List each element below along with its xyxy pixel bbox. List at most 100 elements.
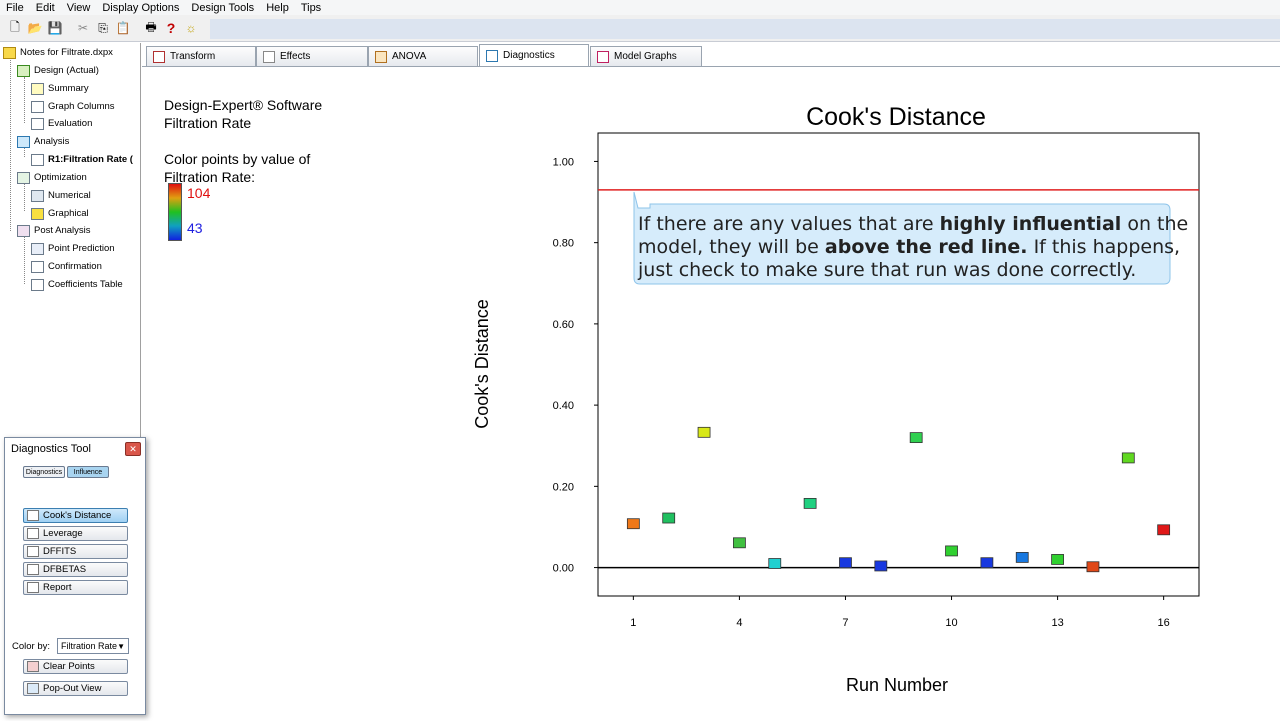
data-point[interactable] xyxy=(1086,561,1100,573)
menu-tips[interactable]: Tips xyxy=(300,1,322,14)
data-point[interactable] xyxy=(1015,552,1029,563)
dfbetas-button[interactable]: DFBETAS xyxy=(23,562,128,577)
menu-file[interactable]: File xyxy=(6,1,24,14)
tree-graphical[interactable]: Graphical xyxy=(31,205,89,222)
leverage-button[interactable]: Leverage xyxy=(23,526,128,541)
data-point[interactable] xyxy=(1121,452,1135,464)
menu-edit[interactable]: Edit xyxy=(35,1,55,14)
tree-graph-columns[interactable]: Graph Columns xyxy=(31,98,115,115)
x-axis: 1 4 7 10 13 16 xyxy=(630,596,1170,629)
tab-transform[interactable]: Transform xyxy=(146,46,256,66)
open-icon[interactable]: 📂 xyxy=(27,21,43,35)
diagnostics-tool-window: Diagnostics Tool ✕ Diagnostics Influence… xyxy=(4,437,146,715)
tree-numerical[interactable]: Numerical xyxy=(31,187,91,204)
clear-points-icon xyxy=(27,661,39,672)
toolbar: 🗋 📂 💾 ✂ ⎘ 📋 🖶 ? ☼ xyxy=(0,15,1280,42)
x-tick-label: 1 xyxy=(630,617,636,629)
tab-diagnostics[interactable]: Diagnostics xyxy=(479,44,589,66)
cut-icon[interactable]: ✂ xyxy=(77,21,89,35)
diagnostics-subtab[interactable]: Diagnostics xyxy=(23,466,65,478)
data-point[interactable] xyxy=(1157,524,1171,536)
data-point[interactable] xyxy=(697,426,711,438)
x-tick-label: 16 xyxy=(1158,617,1170,629)
menu-help[interactable]: Help xyxy=(266,1,289,14)
color-legend-response: Filtration Rate: xyxy=(164,169,256,185)
y-tick-label: 0.60 xyxy=(553,319,574,331)
model-graphs-icon xyxy=(597,50,609,63)
influence-subtab[interactable]: Influence xyxy=(67,466,109,478)
callout-box xyxy=(633,191,1171,285)
clear-points-button[interactable]: Clear Points xyxy=(23,659,128,674)
report-button[interactable]: Report xyxy=(23,580,128,595)
chevron-down-icon: ▼ xyxy=(117,642,125,651)
y-tick-label: 1.00 xyxy=(553,156,574,168)
data-point[interactable] xyxy=(874,560,888,572)
tree-design[interactable]: Design (Actual) xyxy=(17,62,99,79)
tab-anova[interactable]: ANOVA xyxy=(368,46,478,66)
color-scale-bar xyxy=(168,183,182,241)
callout-line-3: just check to make sure that run was don… xyxy=(637,259,1136,281)
menu-display-options[interactable]: Display Options xyxy=(102,1,180,14)
tab-strip: Transform Effects ANOVA Diagnostics Mode… xyxy=(142,44,1280,66)
tree-root[interactable]: Notes for Filtrate.dxpx xyxy=(3,44,113,61)
color-scale-low: 43 xyxy=(187,220,203,236)
help-icon[interactable]: ? xyxy=(166,20,176,36)
data-point[interactable] xyxy=(626,518,640,530)
data-point[interactable] xyxy=(803,497,817,509)
coefficients-table-icon xyxy=(31,278,44,291)
tip-icon[interactable]: ☼ xyxy=(185,21,197,35)
data-point[interactable] xyxy=(980,557,994,569)
tree-analysis[interactable]: Analysis xyxy=(17,133,69,150)
tree-optimization[interactable]: Optimization xyxy=(17,169,87,186)
copy-icon[interactable]: ⎘ xyxy=(98,20,108,35)
confirmation-icon xyxy=(31,260,44,273)
save-icon[interactable]: 💾 xyxy=(47,21,63,35)
y-tick-label: 0.40 xyxy=(553,400,574,412)
x-tick-label: 4 xyxy=(736,617,742,629)
data-point[interactable] xyxy=(768,558,782,569)
close-icon[interactable]: ✕ xyxy=(125,442,141,456)
response-icon xyxy=(31,153,44,166)
data-point[interactable] xyxy=(1051,554,1064,565)
cooks-distance-icon xyxy=(27,510,39,521)
new-icon[interactable]: 🗋 xyxy=(10,19,20,34)
data-point[interactable] xyxy=(839,557,852,569)
tab-model-graphs[interactable]: Model Graphs xyxy=(590,46,702,66)
color-by-select[interactable]: Filtration Rate ▼ xyxy=(57,638,129,654)
tree-post-analysis[interactable]: Post Analysis xyxy=(17,222,91,239)
analysis-icon xyxy=(17,135,30,148)
data-point[interactable] xyxy=(945,545,958,557)
paste-icon[interactable]: 📋 xyxy=(115,21,131,35)
numerical-icon xyxy=(31,189,44,202)
chart-title: Cook's Distance xyxy=(806,103,986,131)
data-point[interactable] xyxy=(733,537,746,549)
print-icon[interactable]: 🖶 xyxy=(145,19,157,34)
toolbar-blank-area xyxy=(210,19,1280,39)
data-point[interactable] xyxy=(662,512,676,524)
cooks-distance-chart: Cook's Distance 0.00 0.20 0.40 0.60 0.80 1.00… xyxy=(472,103,1200,695)
response-name: Filtration Rate xyxy=(164,115,252,131)
graph-info: Design-Expert® Software Filtration Rate … xyxy=(164,96,322,186)
dffits-button[interactable]: DFFITS xyxy=(23,544,128,559)
summary-icon xyxy=(31,82,44,95)
tree-summary[interactable]: Summary xyxy=(31,80,89,97)
menu-view[interactable]: View xyxy=(66,1,91,14)
callout-line-1: If there are any values that are highly … xyxy=(638,213,1188,235)
y-tick-label: 0.20 xyxy=(553,481,574,493)
data-point[interactable] xyxy=(909,432,923,444)
x-tick-label: 13 xyxy=(1051,617,1063,629)
menu-design-tools[interactable]: Design Tools xyxy=(191,1,255,14)
graphical-icon xyxy=(31,207,44,220)
color-legend-caption: Color points by value of xyxy=(164,151,311,167)
cooks-distance-button[interactable]: Cook's Distance xyxy=(23,508,128,523)
tree-point-prediction[interactable]: Point Prediction xyxy=(31,240,115,257)
tab-effects[interactable]: Effects xyxy=(256,46,368,66)
tree-r1-filtration-rate[interactable]: R1:Filtration Rate ( xyxy=(31,151,133,168)
tree-coefficients-table[interactable]: Coefficients Table xyxy=(31,276,123,293)
tree-evaluation[interactable]: Evaluation xyxy=(31,115,92,132)
y-tick-label: 0.00 xyxy=(553,563,574,575)
tree-confirmation[interactable]: Confirmation xyxy=(31,258,102,275)
y-axis: 0.00 0.20 0.40 0.60 0.80 1.00 xyxy=(553,156,598,575)
pop-out-view-button[interactable]: Pop-Out View xyxy=(23,681,128,696)
leverage-icon xyxy=(27,528,39,539)
